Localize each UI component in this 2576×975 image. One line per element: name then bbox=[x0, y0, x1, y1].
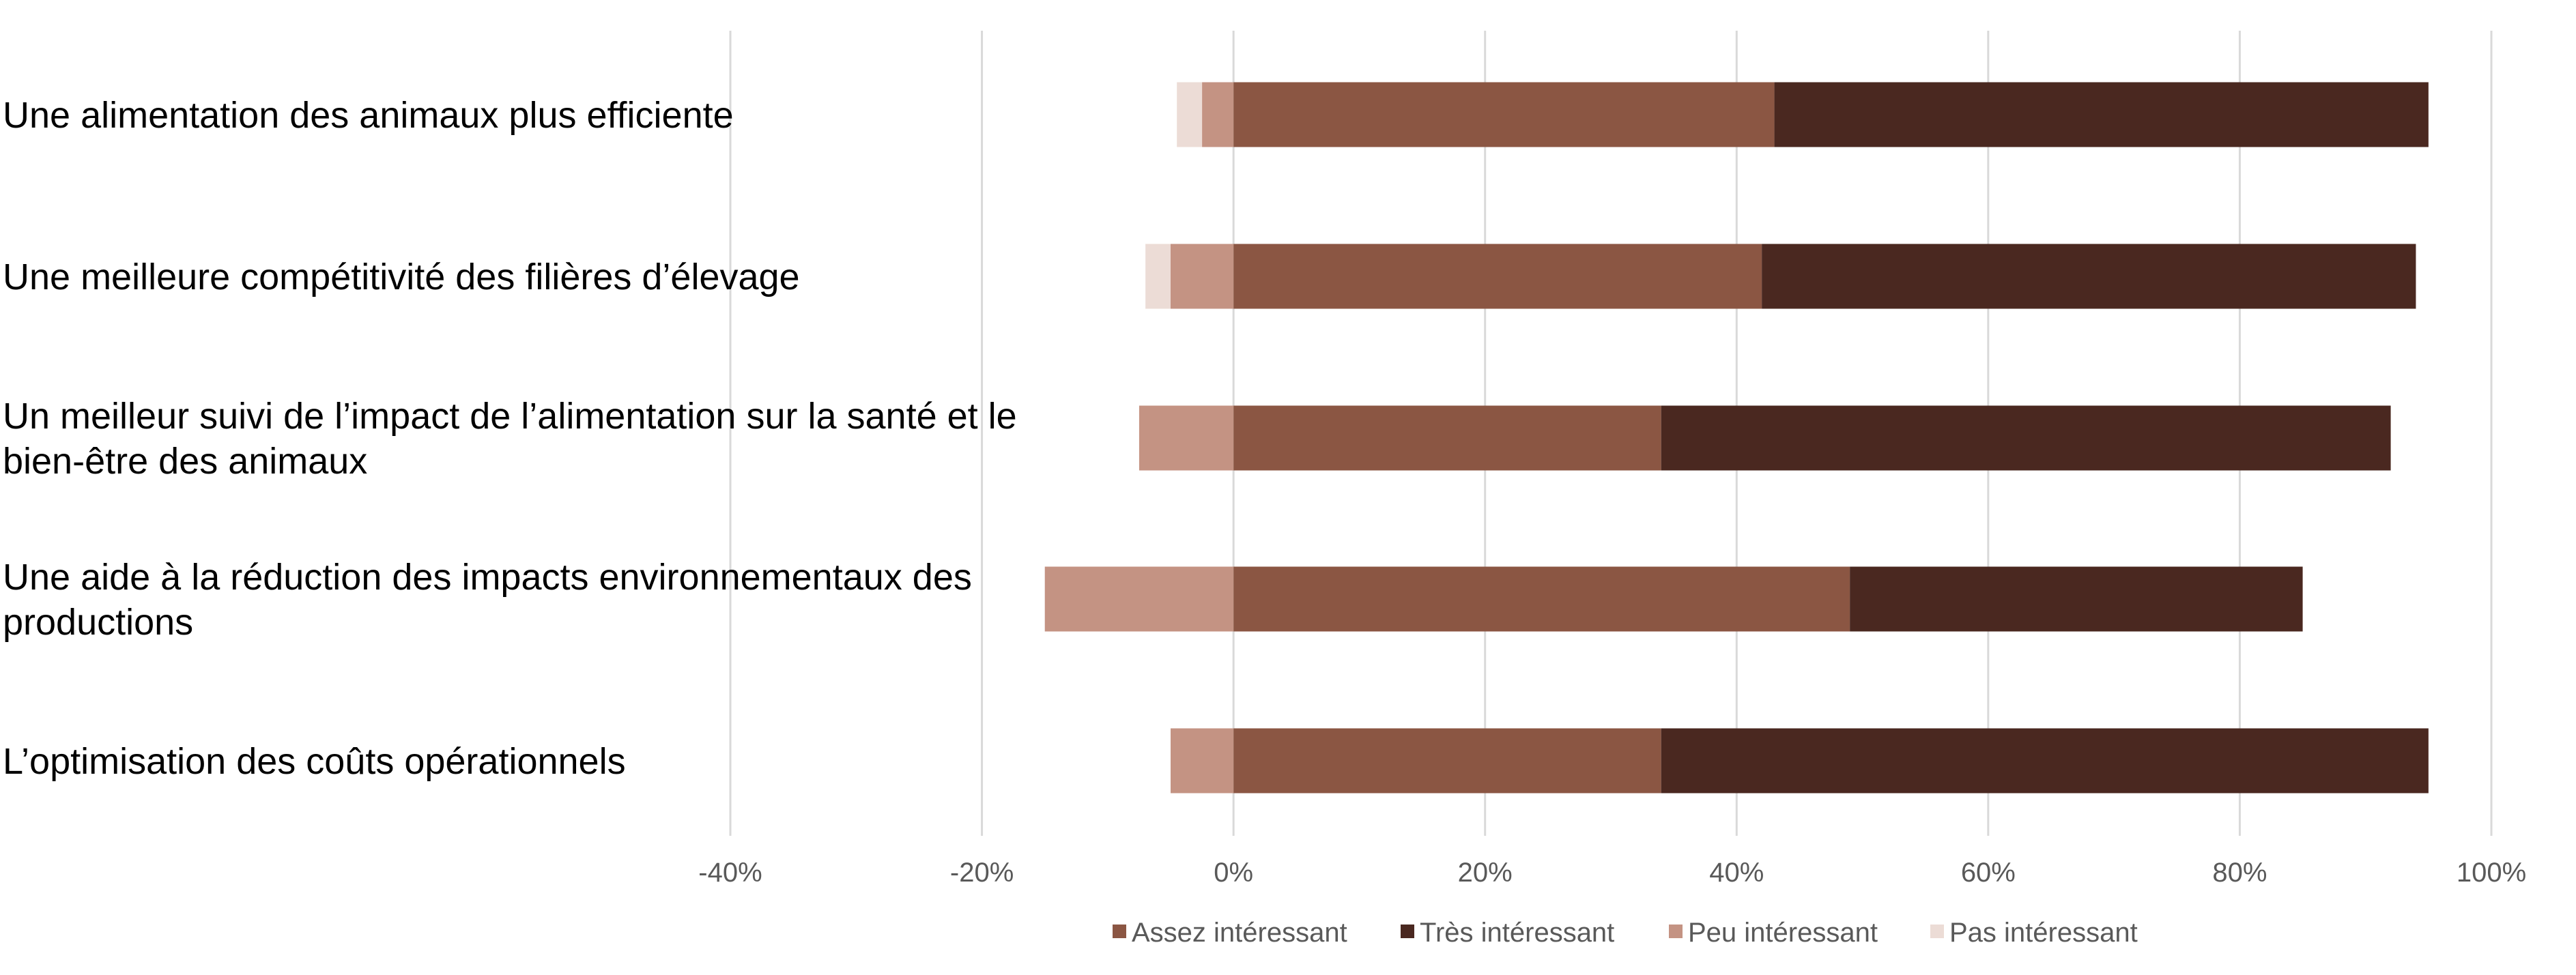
bar-segment bbox=[1171, 728, 1234, 794]
category-labels: Une alimentation des animaux plus effici… bbox=[3, 95, 1017, 782]
legend-label: Très intéressant bbox=[1420, 918, 1614, 948]
bar-segment bbox=[1177, 82, 1203, 147]
bar-segment bbox=[1202, 82, 1234, 147]
bar-segment bbox=[1762, 244, 2416, 309]
bar-segment bbox=[1145, 244, 1171, 309]
category-label: L’optimisation des coûts opérationnels bbox=[3, 741, 626, 782]
bar-segment bbox=[1233, 405, 1661, 471]
bar-segment bbox=[1171, 244, 1234, 309]
x-tick-label: -40% bbox=[698, 858, 762, 888]
bar-segment bbox=[1233, 244, 1762, 309]
legend-swatch bbox=[1113, 925, 1126, 938]
legend-label: Pas intéressant bbox=[1949, 918, 2138, 948]
category-label: Une alimentation des animaux plus effici… bbox=[3, 95, 734, 136]
legend-swatch bbox=[1930, 925, 1944, 938]
bar-segment bbox=[1044, 566, 1234, 632]
legend-swatch bbox=[1669, 925, 1683, 938]
legend-swatch bbox=[1401, 925, 1414, 938]
x-tick-label: 0% bbox=[1214, 858, 1253, 888]
x-tick-label: -20% bbox=[950, 858, 1014, 888]
bars bbox=[1044, 82, 2429, 794]
legend: Assez intéressant Très intéressant Peu int… bbox=[1113, 918, 2138, 948]
bar-segment bbox=[1661, 728, 2429, 794]
x-tick-label: 100% bbox=[2457, 858, 2526, 888]
x-tick-label: 20% bbox=[1458, 858, 1513, 888]
category-label: Un meilleur suivi de l’impact de l’alime… bbox=[3, 396, 1017, 482]
bar-segment bbox=[1774, 82, 2429, 147]
category-label: Une aide à la réduction des impacts envi… bbox=[3, 557, 972, 643]
legend-label: Peu intéressant bbox=[1688, 918, 1878, 948]
bar-segment bbox=[1233, 566, 1850, 632]
bar-segment bbox=[1233, 728, 1661, 794]
category-label: Une meilleure compétitivité des filières… bbox=[3, 257, 800, 297]
legend-label: Assez intéressant bbox=[1132, 918, 1347, 948]
x-tick-label: 60% bbox=[1961, 858, 2016, 888]
bar-segment bbox=[1233, 82, 1775, 147]
x-axis-tick-labels: -40% -20% 0% 20% 40% 60% 80% 100% bbox=[698, 858, 2526, 888]
x-tick-label: 80% bbox=[2212, 858, 2267, 888]
bar-segment bbox=[1139, 405, 1234, 471]
x-tick-label: 40% bbox=[1709, 858, 1764, 888]
bar-segment bbox=[1850, 566, 2303, 632]
bar-segment bbox=[1661, 405, 2391, 471]
